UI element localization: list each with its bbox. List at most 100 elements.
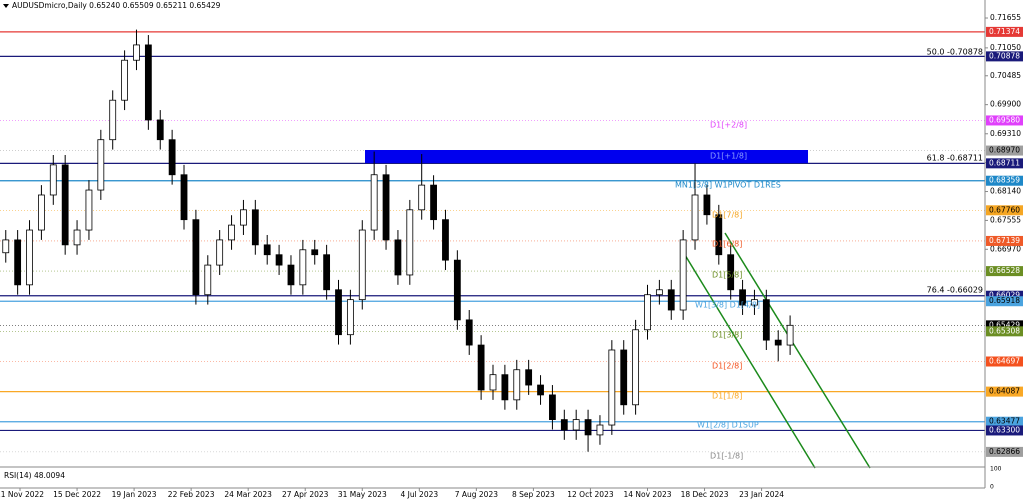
candle-body <box>287 264 295 286</box>
level-label-box <box>986 266 1023 277</box>
menu-icon[interactable] <box>3 4 9 8</box>
x-tick-label: 15 Dec 2022 <box>53 490 101 499</box>
level-label: 0.68970 <box>989 146 1020 155</box>
level-label: 0.64697 <box>989 356 1020 365</box>
x-tick-label: 14 Nov 2023 <box>623 490 671 499</box>
candle-body <box>14 239 22 286</box>
levels <box>0 31 985 453</box>
candle-body <box>751 299 758 306</box>
candle-body <box>762 299 770 341</box>
rsi-tick-label: 100 <box>990 466 1002 473</box>
y-tick-label: 0.66970 <box>990 244 1021 253</box>
level-label: 0.65429 <box>989 320 1020 329</box>
candle-body <box>85 189 93 231</box>
level-label-box <box>986 290 1023 301</box>
candle-body <box>370 174 378 231</box>
x-tick-label: 4 Jul 2023 <box>400 490 438 499</box>
level-label: 0.66029 <box>989 291 1020 300</box>
level-label: 0.63300 <box>989 425 1020 434</box>
candle-body <box>26 229 33 286</box>
candle-body <box>442 219 449 261</box>
level-label: 0.65918 <box>989 296 1020 305</box>
candle-body <box>667 289 675 311</box>
candle-body <box>394 239 402 276</box>
candle-body <box>263 244 271 256</box>
candle-body <box>620 349 628 406</box>
candle-body <box>465 319 473 346</box>
level-label: 0.63477 <box>989 417 1020 426</box>
candle-body <box>240 209 247 226</box>
candle-body <box>644 294 651 331</box>
level-label-box <box>986 51 1023 62</box>
candle-body <box>608 349 616 426</box>
candle-body <box>275 254 283 266</box>
level-label-box <box>986 145 1023 156</box>
candle-body <box>786 324 794 346</box>
x-tick-label: 24 Mar 2023 <box>224 490 272 499</box>
level-label-box <box>986 296 1023 307</box>
rsi-tick-label: 0 <box>990 484 994 491</box>
level-label-box <box>986 326 1023 337</box>
x-tick-label: 19 Jan 2023 <box>112 490 157 499</box>
level-label: 0.71374 <box>989 27 1020 36</box>
level-label-box <box>986 425 1023 436</box>
level-label: 0.67760 <box>989 205 1020 214</box>
axes: 0.71655 0.71050 0.70485 0.69900 0.69310 0.687… <box>0 13 1023 499</box>
annotation: 50.0 -0.70878 <box>927 48 983 57</box>
level-label: 0.66528 <box>989 266 1020 275</box>
candle-body <box>144 44 152 121</box>
candle-body <box>501 374 509 401</box>
candle-body <box>715 214 723 256</box>
candle-body <box>477 344 485 391</box>
annotation: D1[5/8] <box>712 271 742 280</box>
candle-body <box>49 164 57 196</box>
candle-body <box>418 184 426 211</box>
candle-body <box>323 254 331 291</box>
candle-body <box>727 254 735 291</box>
x-tick-label: 12 Oct 2023 <box>567 490 614 499</box>
channel-line <box>724 232 871 469</box>
annotation: W1[3/8] D1[4/8] <box>695 301 760 310</box>
channel-line <box>684 254 816 469</box>
annotation: MN1[3/8] W1PIVOT D1RES <box>675 181 781 190</box>
x-tick-label: 23 Jan 2024 <box>739 490 784 499</box>
annotation: D1[+1/8] <box>710 152 747 161</box>
candle-body <box>168 139 176 176</box>
candle-body <box>73 229 81 246</box>
annotation: 76.4 -0.66029 <box>927 286 983 295</box>
level-label-box <box>986 446 1023 457</box>
candle-body <box>489 374 497 391</box>
zone-box <box>365 150 808 163</box>
candle-body <box>382 174 390 241</box>
x-tick-label: 11 Nov 2022 <box>0 490 44 499</box>
candle-body <box>406 209 414 276</box>
candle-body <box>513 369 521 401</box>
annotation: D1[3/8] <box>712 331 742 340</box>
candle-body <box>121 59 128 101</box>
candle-body <box>228 224 235 241</box>
candle-body <box>691 194 699 241</box>
candle-body <box>311 249 319 256</box>
level-label: 0.65308 <box>989 326 1020 335</box>
candle-body <box>632 329 640 406</box>
candle-body <box>335 289 342 336</box>
level-label-box <box>986 205 1023 216</box>
candle-body <box>596 424 604 436</box>
level-label: 0.67139 <box>989 236 1020 245</box>
candle-body <box>679 239 687 311</box>
candle-body <box>525 369 533 386</box>
rsi-label: RSI(14) 48.0094 <box>4 471 65 480</box>
level-label: 0.68711 <box>989 158 1020 167</box>
level-label-box <box>986 356 1023 367</box>
candle-body <box>739 289 746 306</box>
candle-body <box>584 419 592 436</box>
candle-body <box>38 194 45 231</box>
candle-body <box>109 99 117 141</box>
annotations: 50.0 -0.70878 61.8 -0.68711 76.4 -0.6602… <box>675 48 983 461</box>
candle-body <box>216 239 224 266</box>
annotation: D1[6/8] <box>712 240 742 249</box>
candle-body <box>156 119 164 141</box>
candle-body <box>655 289 663 296</box>
y-tick-label: 0.69310 <box>990 129 1021 138</box>
